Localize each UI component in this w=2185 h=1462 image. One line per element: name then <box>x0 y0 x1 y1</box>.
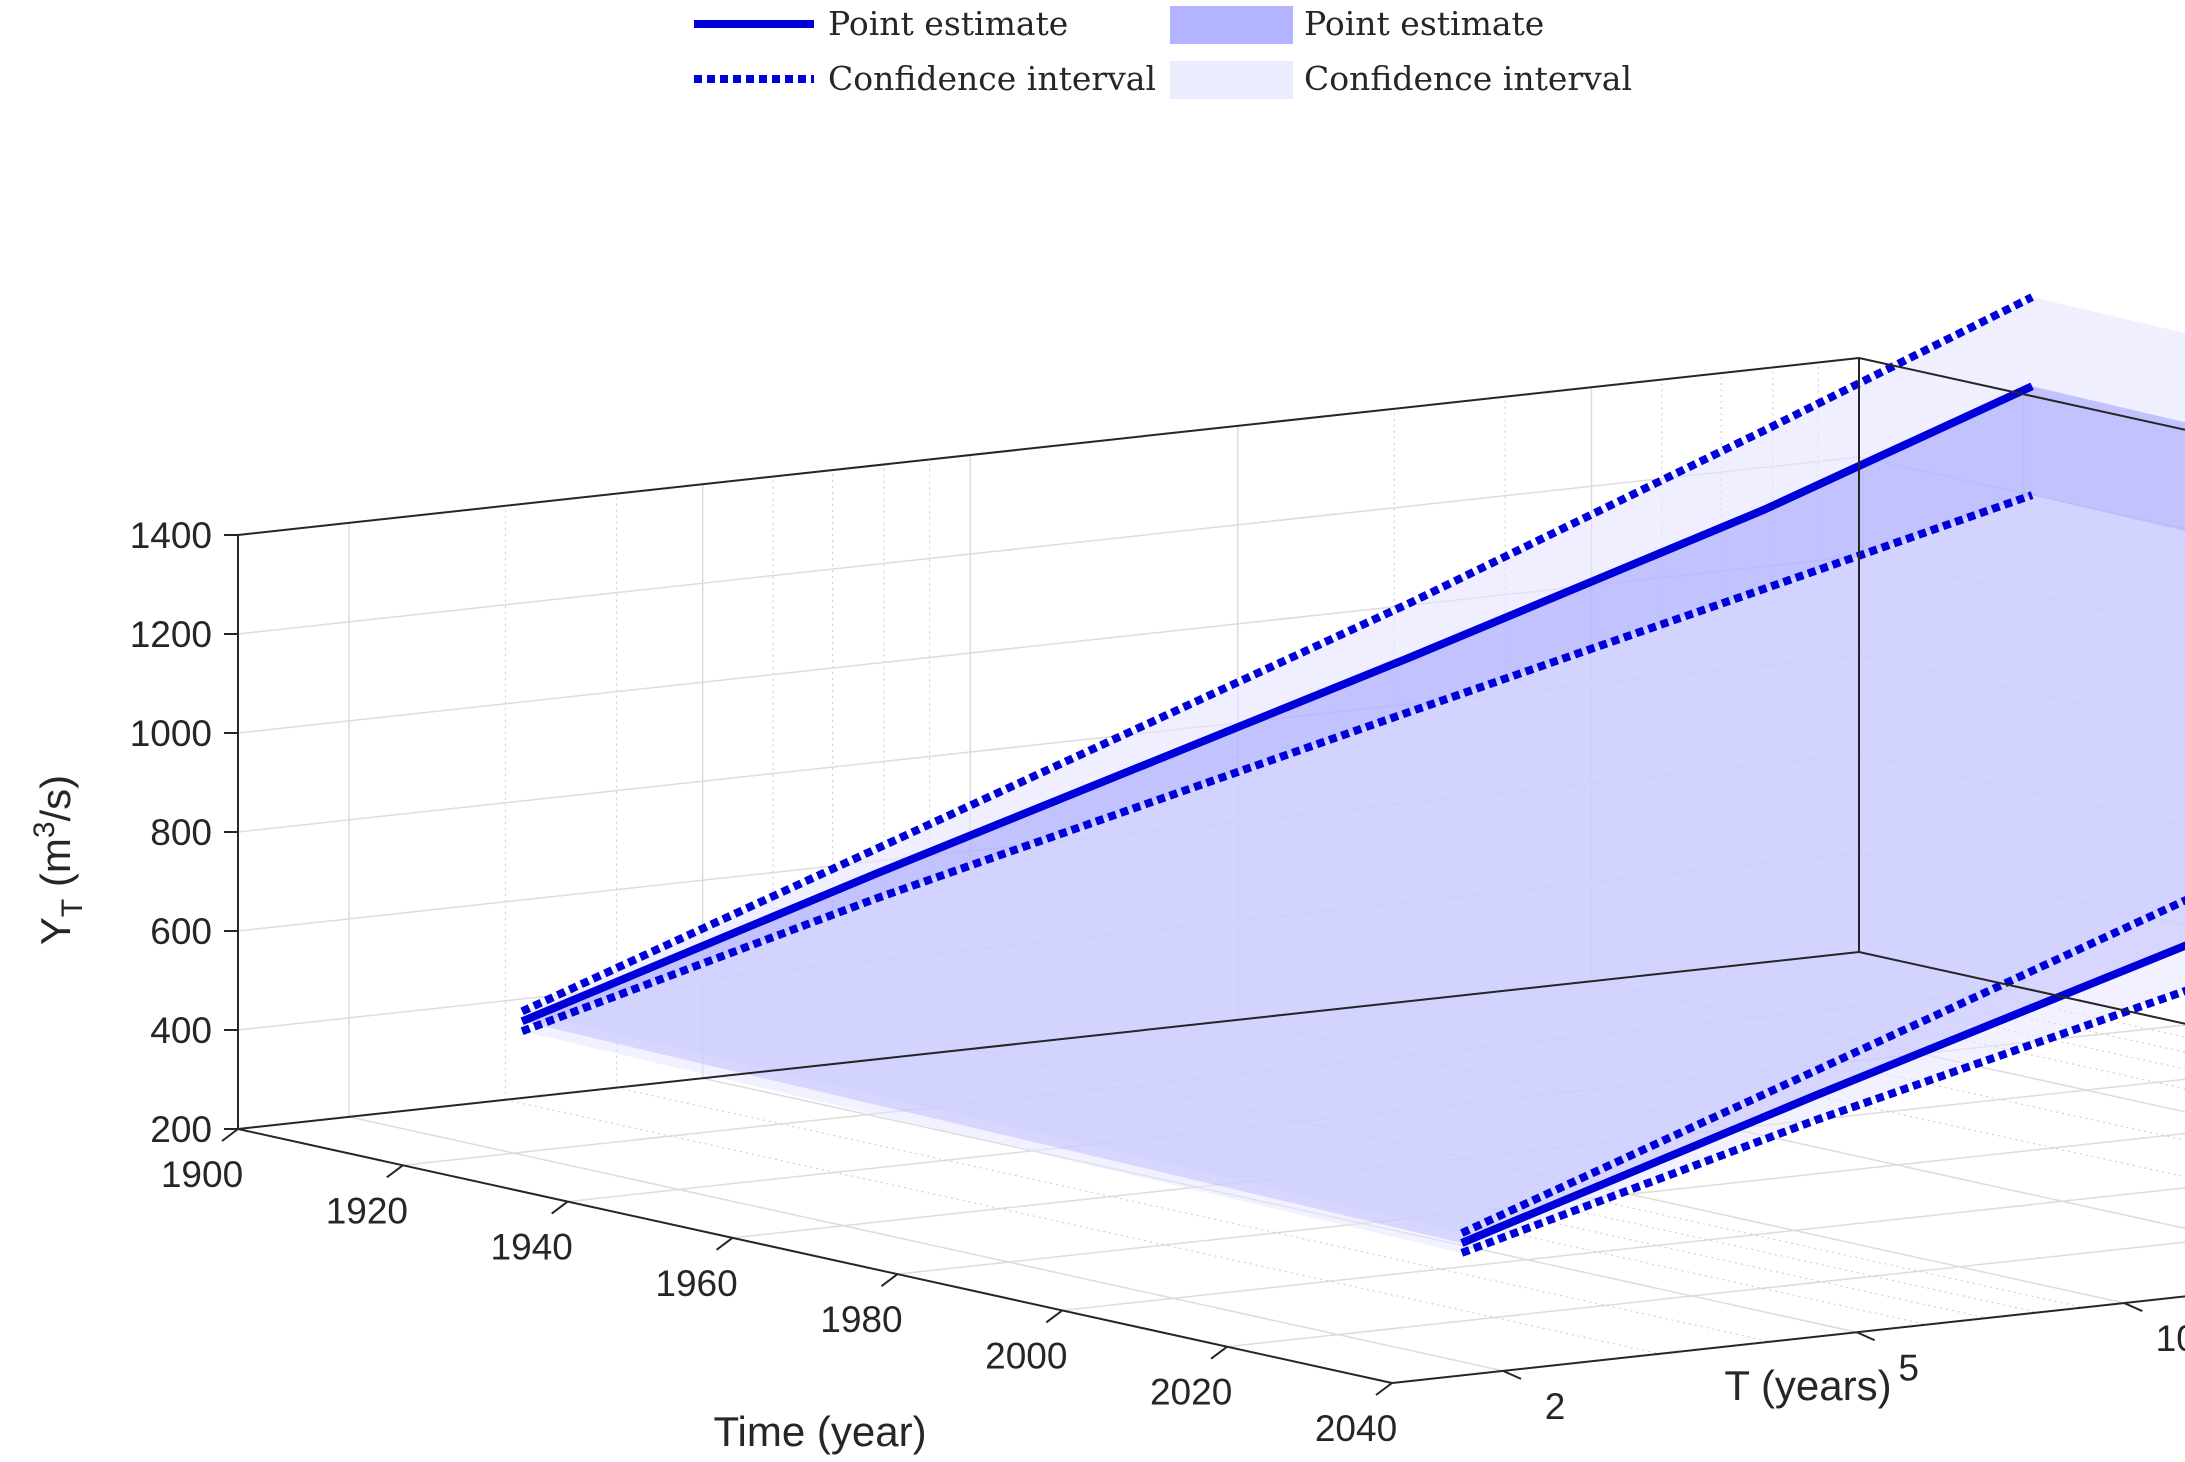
y-tick-mark <box>1856 1331 1876 1342</box>
point-estimate-curve-start <box>520 382 2034 1025</box>
z-title-main: Y <box>32 917 79 945</box>
legend-label-ci-line: Confidence interval <box>828 59 1156 98</box>
z-tick-label: 400 <box>150 1010 212 1051</box>
z-tick-label: 600 <box>150 911 212 952</box>
ci-upper-curve-start <box>520 293 2034 1016</box>
z-tick-label: 1400 <box>130 515 212 556</box>
x-tick-mark <box>221 1128 239 1142</box>
y-minor-grid-floor <box>505 1099 1660 1355</box>
surface-layer <box>522 297 2185 1253</box>
x-tick-mark <box>551 1200 569 1215</box>
ci-lower-curve-start <box>520 491 2034 1035</box>
legend: Point estimate Confidence interval Point… <box>694 4 1632 99</box>
x-tick-mark <box>1375 1382 1393 1396</box>
x-axis-line <box>237 1128 1393 1384</box>
z-grid-sidewall <box>237 456 1860 635</box>
z-tick-label: 1200 <box>130 614 212 655</box>
y-axis-line <box>1391 1295 2185 1384</box>
y-minor-grid-floor <box>883 1057 2039 1314</box>
z-tick-label: 800 <box>150 812 212 853</box>
legend-label-ci-surface: Confidence interval <box>1304 59 1632 98</box>
legend-label-point-surface: Point estimate <box>1304 4 1544 43</box>
y-tick-label: 2 <box>1545 1386 1566 1427</box>
ci-lower-surface <box>522 495 2185 1253</box>
z-axis-title: YT (m3/s) <box>28 775 89 945</box>
y-grid-floor <box>348 1116 1504 1372</box>
box-edge <box>1858 951 2185 1025</box>
ci-lower-curve-end <box>1460 986 2185 1257</box>
y-axis-title-text: T (years) <box>1724 1362 1891 1409</box>
x-axis-title: Time (year) <box>713 1408 926 1455</box>
x-tick-label: 2000 <box>985 1335 1067 1376</box>
z-title-space <box>32 887 79 899</box>
y-tick-mark <box>2123 1302 2143 1312</box>
point-estimate-curve-end <box>1460 941 2185 1247</box>
x-axis-title-text: Time (year) <box>713 1408 926 1455</box>
legend-label-point-line: Point estimate <box>828 4 1068 43</box>
y-minor-grid-floor <box>772 1069 1928 1326</box>
z-title-sub: T <box>56 899 89 917</box>
y-axis-title: T (years) <box>1724 1362 1891 1409</box>
z-axis-title-text: YT (m3/s) <box>28 775 89 945</box>
box-edge <box>237 951 1860 1130</box>
x-grid-floor <box>1062 1187 2185 1312</box>
x-tick-mark <box>1210 1345 1228 1360</box>
x-tick-mark <box>880 1273 899 1287</box>
z-title-unit-post: /s) <box>32 775 79 822</box>
x-tick-label: 1960 <box>655 1263 737 1304</box>
box-edge <box>237 357 1860 536</box>
legend-swatch-point-surface <box>1170 6 1293 44</box>
x-tick-label: 2040 <box>1315 1408 1397 1449</box>
x-tick-mark <box>1045 1309 1063 1324</box>
z-title-unit-sup: 3 <box>28 821 61 838</box>
box-edge <box>1858 357 2185 431</box>
x-tick-label: 1980 <box>820 1299 902 1340</box>
z-tick-label: 1000 <box>130 713 212 754</box>
z-tick-label: 200 <box>150 1109 212 1150</box>
y-minor-grid-floor <box>616 1087 1771 1343</box>
x-tick-label: 1920 <box>326 1190 408 1231</box>
z-title-unit-pre: (m <box>32 838 79 887</box>
y-minor-grid-floor <box>832 1063 1987 1319</box>
x-tick-mark <box>715 1237 734 1251</box>
legend-swatch-ci-surface <box>1170 61 1293 99</box>
y-tick-label: 10 <box>2156 1318 2185 1359</box>
y-tick-label: 5 <box>1898 1347 1919 1388</box>
y-tick-mark <box>1502 1369 1522 1380</box>
x-tick-label: 1940 <box>491 1227 573 1268</box>
x-tick-mark <box>386 1164 404 1179</box>
y-minor-grid-floor <box>929 1052 2084 1309</box>
line-layer <box>520 293 2185 1257</box>
x-grid-floor <box>1227 1241 2185 1348</box>
x-grid-floor <box>897 1132 2185 1275</box>
x-tick-label: 2020 <box>1150 1372 1232 1413</box>
tick-layer: 1900192019401960198020002020204025102050… <box>130 515 2185 1449</box>
x-tick-label: 1900 <box>161 1154 243 1195</box>
